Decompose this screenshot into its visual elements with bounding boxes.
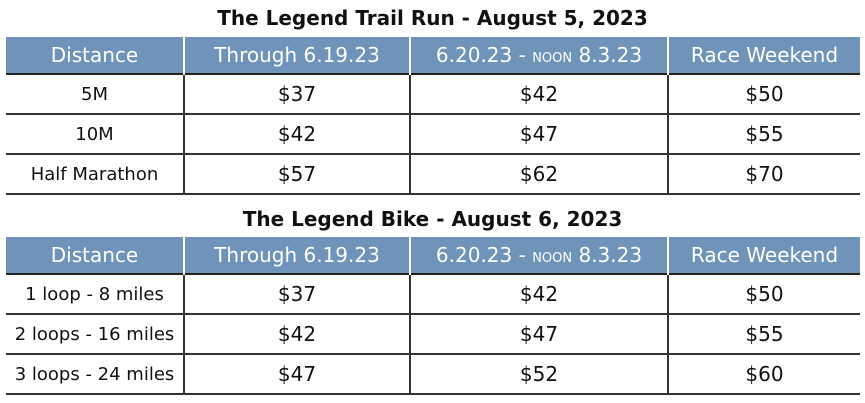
price-through-cell: $37 (183, 273, 410, 314)
table-row: 5M $37 $42 $50 (6, 73, 860, 114)
table-row: 2 loops - 16 miles $42 $47 $55 (6, 313, 860, 354)
trail-run-title: The Legend Trail Run - August 5, 2023 (217, 6, 648, 30)
header-mid-period: 6.20.23 - NOON 8.3.23 (409, 237, 668, 274)
header-mid-end: 8.3.23 (572, 243, 643, 267)
price-race-cell: $50 (667, 73, 860, 114)
distance-cell: 10M (6, 113, 184, 154)
header-race-weekend: Race Weekend (667, 37, 860, 74)
bike-price-table: Distance Through 6.19.23 6.20.23 - NOON … (6, 237, 860, 395)
price-through-cell: $42 (183, 313, 410, 354)
header-distance: Distance (6, 237, 184, 274)
distance-cell: Half Marathon (6, 153, 184, 194)
header-mid-noon: NOON (532, 51, 573, 66)
price-race-cell: $55 (667, 313, 860, 354)
distance-cell: 3 loops - 24 miles (6, 353, 184, 394)
table-header-row: Distance Through 6.19.23 6.20.23 - NOON … (6, 237, 860, 274)
price-mid-cell: $52 (409, 353, 668, 394)
price-mid-cell: $42 (409, 73, 668, 114)
header-distance: Distance (6, 37, 184, 74)
price-through-cell: $37 (183, 73, 410, 114)
header-mid-end: 8.3.23 (572, 43, 643, 67)
price-through-cell: $42 (183, 113, 410, 154)
header-mid-start: 6.20.23 - (435, 43, 533, 67)
trail-run-price-table: Distance Through 6.19.23 6.20.23 - NOON … (6, 37, 860, 195)
table-row: Half Marathon $57 $62 $70 (6, 153, 860, 194)
distance-cell: 1 loop - 8 miles (6, 273, 184, 314)
table-header-row: Distance Through 6.19.23 6.20.23 - NOON … (6, 37, 860, 74)
bike-title: The Legend Bike - August 6, 2023 (242, 207, 623, 231)
price-race-cell: $55 (667, 113, 860, 154)
header-through: Through 6.19.23 (183, 37, 410, 74)
price-mid-cell: $47 (409, 313, 668, 354)
price-mid-cell: $42 (409, 273, 668, 314)
price-mid-cell: $62 (409, 153, 668, 194)
distance-cell: 2 loops - 16 miles (6, 313, 184, 354)
table-row: 1 loop - 8 miles $37 $42 $50 (6, 273, 860, 314)
price-race-cell: $50 (667, 273, 860, 314)
price-mid-cell: $47 (409, 113, 668, 154)
price-race-cell: $60 (667, 353, 860, 394)
header-through: Through 6.19.23 (183, 237, 410, 274)
table-row: 3 loops - 24 miles $47 $52 $60 (6, 353, 860, 394)
price-race-cell: $70 (667, 153, 860, 194)
header-race-weekend: Race Weekend (667, 237, 860, 274)
price-through-cell: $47 (183, 353, 410, 394)
distance-cell: 5M (6, 73, 184, 114)
header-mid-start: 6.20.23 - (435, 243, 533, 267)
header-mid-period: 6.20.23 - NOON 8.3.23 (409, 37, 668, 74)
header-mid-noon: NOON (532, 251, 573, 266)
table-row: 10M $42 $47 $55 (6, 113, 860, 154)
price-through-cell: $57 (183, 153, 410, 194)
